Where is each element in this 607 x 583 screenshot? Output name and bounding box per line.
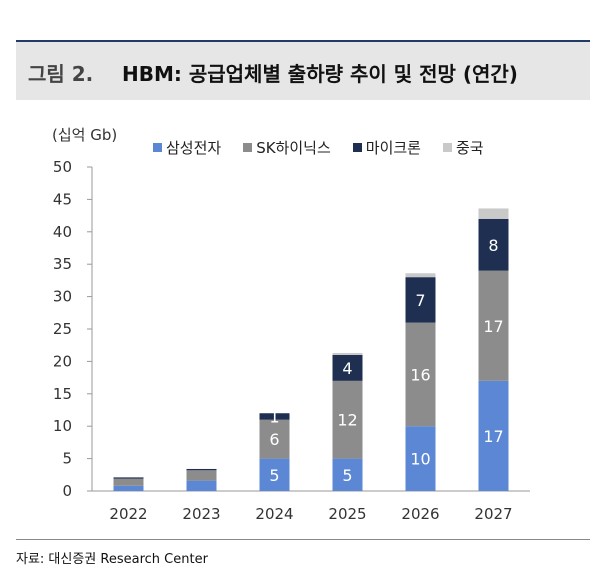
- legend-swatch: [442, 142, 452, 152]
- x-tick-label: 2022: [109, 505, 147, 523]
- bar-data-label: 16: [410, 365, 430, 384]
- title-bar: 그림 2. HBM: 공급업체별 출하량 추이 및 전망 (연간): [16, 42, 590, 100]
- y-tick-label: 35: [53, 255, 72, 273]
- bar-segment: [405, 322, 436, 427]
- y-tick-label: 25: [53, 320, 72, 338]
- bar-segment: [186, 470, 217, 481]
- bar-segment: [478, 380, 509, 491]
- y-tick-label: 0: [62, 482, 72, 500]
- bar-segment: [332, 352, 363, 355]
- figure-title: HBM: 공급업체별 출하량 추이 및 전망 (연간): [122, 62, 518, 86]
- bar-segment: [405, 273, 436, 278]
- x-tick-label: 2023: [182, 505, 220, 523]
- bar-data-label: 17: [483, 317, 503, 336]
- bar-segment: [405, 426, 436, 491]
- legend-swatch: [352, 142, 362, 152]
- bar-segment: [259, 419, 290, 459]
- bar-segment: [186, 468, 217, 471]
- bar-data-label: 8: [488, 236, 498, 255]
- bar-segment: [186, 480, 217, 491]
- bar-data-label: 5: [269, 466, 279, 485]
- legend-label: 마이크론: [365, 138, 421, 157]
- source-rule: [16, 539, 590, 540]
- bar-segment: [259, 413, 290, 420]
- bar-segment: [478, 270, 509, 381]
- bar-data-label: 6: [269, 430, 279, 449]
- bar-segment: [478, 208, 509, 219]
- bar-segment: [259, 458, 290, 491]
- bar-data-label: 7: [415, 291, 425, 310]
- bar-segment: [113, 477, 144, 479]
- y-tick-label: 10: [53, 417, 72, 435]
- bar-segment: [113, 485, 144, 491]
- legend-label: SK하이닉스: [256, 138, 331, 157]
- legend-swatch: [243, 142, 253, 152]
- legend-item: 삼성전자: [153, 137, 221, 158]
- bar-data-label: 10: [410, 450, 430, 469]
- legend-label: 중국: [455, 138, 484, 157]
- legend-item: 중국: [442, 137, 484, 158]
- y-axis-unit-label: (십억 Gb): [52, 126, 117, 144]
- bar-data-label: 1: [269, 407, 279, 426]
- y-tick-label: 30: [53, 288, 72, 306]
- y-tick-label: 5: [62, 450, 72, 468]
- bar-segment: [405, 277, 436, 323]
- legend-swatch: [153, 142, 162, 152]
- x-tick-label: 2026: [401, 505, 439, 523]
- x-tick-label: 2025: [328, 505, 366, 523]
- bar-data-label: 5: [342, 466, 352, 485]
- legend-item: 마이크론: [352, 137, 421, 158]
- bar-segment: [332, 458, 363, 491]
- chart-legend: 삼성전자 SK하이닉스 마이크론 중국: [153, 136, 506, 158]
- y-tick-label: 50: [53, 158, 72, 176]
- bar-segment: [113, 478, 144, 486]
- title-top-rule: [16, 40, 590, 42]
- legend-item: SK하이닉스: [243, 137, 331, 158]
- bar-segment: [332, 354, 363, 381]
- figure-number: 그림 2.: [28, 62, 94, 86]
- x-tick-label: 2024: [255, 505, 293, 523]
- bar-data-label: 12: [337, 411, 357, 430]
- y-tick-label: 40: [53, 223, 72, 241]
- bar-segment: [332, 380, 363, 459]
- source-note: 자료: 대신증권 Research Center: [16, 552, 208, 567]
- bar-segment: [478, 218, 509, 271]
- y-tick-label: 15: [53, 385, 72, 403]
- y-tick-label: 20: [53, 352, 72, 370]
- legend-label: 삼성전자: [166, 138, 222, 157]
- bar-data-label: 4: [342, 359, 352, 378]
- x-tick-label: 2027: [474, 505, 512, 523]
- bar-data-label: 17: [483, 427, 503, 446]
- y-tick-label: 45: [53, 190, 72, 208]
